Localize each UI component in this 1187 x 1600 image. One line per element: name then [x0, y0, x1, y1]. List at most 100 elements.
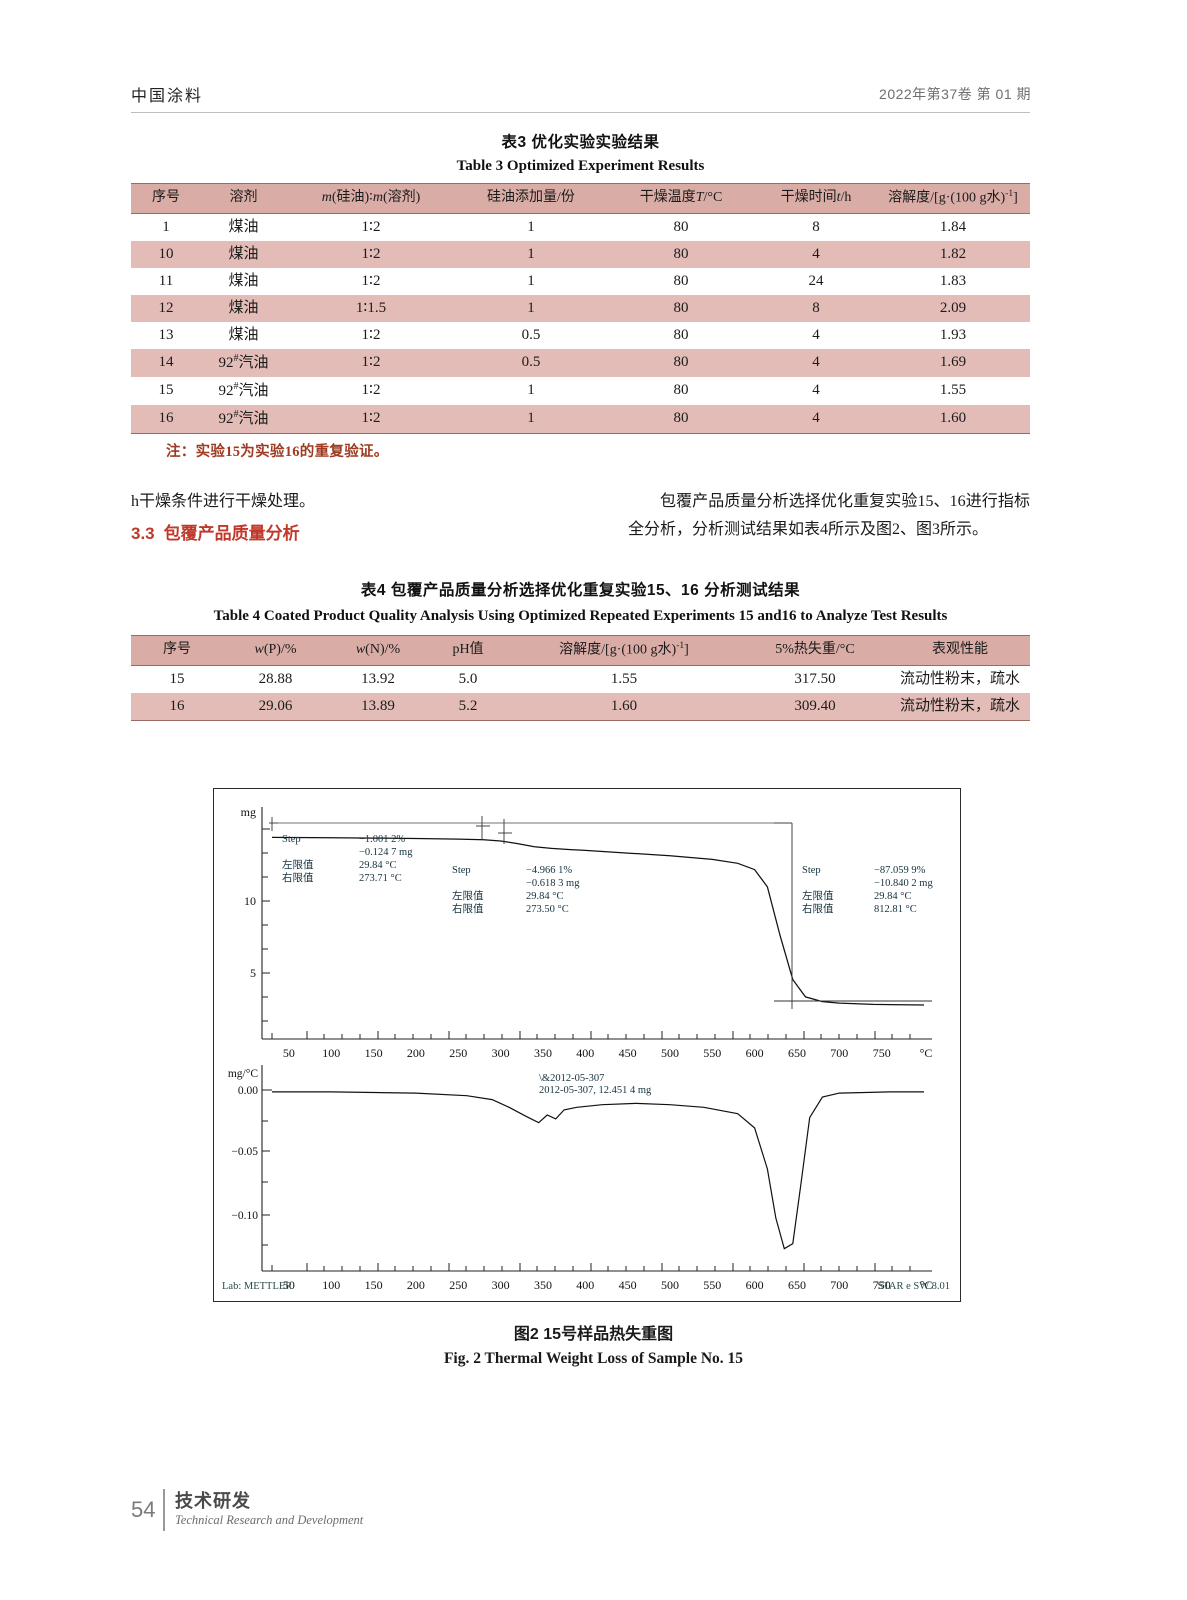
tg-curve [271, 836, 925, 1006]
step-annotation-1: Step −1.001 2% −0.124 7 mg 左限值 29.84 °C … [282, 834, 413, 884]
step3-title: Step [802, 865, 821, 876]
right-paragraph: 包覆产品质量分析选择优化重复实验15、16进行指标全分析，分析测试结果如表4所示… [628, 493, 1030, 538]
x-tick-label: 600 [746, 1278, 764, 1292]
table4-col-2: w(N)/% [355, 641, 401, 657]
step3-right-label: 右限值 [802, 902, 834, 915]
table-cell: 1.82 [939, 245, 967, 262]
step1-left-value: 29.84 °C [359, 860, 396, 871]
section-number: 3.3 [131, 524, 155, 543]
x-tick-label: 300 [492, 1278, 510, 1292]
table3-col-2: m(硅油)∶m(溶剂) [321, 189, 421, 205]
step2-left-value: 29.84 °C [526, 891, 563, 902]
dtg-ytick-minus010: −0.10 [231, 1210, 258, 1222]
table-row: 10 煤油 1∶2 1 80 4 1.82 [131, 240, 1030, 268]
step3-right-value: 812.81 °C [874, 904, 917, 915]
step2-left-label: 左限值 [452, 889, 484, 902]
table-cell: 8 [812, 218, 820, 235]
table-cell: 8 [812, 299, 820, 316]
table-cell: 煤油 [228, 218, 259, 235]
table-cell: 11 [158, 272, 174, 289]
dtg-ytick-minus005: −0.05 [231, 1146, 258, 1158]
table-cell: 流动性粉末，疏水 [899, 670, 1020, 687]
x-tick-label: 750 [873, 1046, 891, 1060]
table-cell: 13 [158, 326, 174, 343]
table-cell: 0.5 [521, 326, 541, 343]
x-tick-label: 150 [365, 1046, 383, 1060]
step1-right-value: 273.71 °C [359, 873, 402, 884]
table-row: 16 29.06 13.89 5.2 1.60 309.40 流动性粉末，疏水 [131, 692, 1030, 721]
table4-header-row: 序号 w(P)/% w(N)/% pH值 溶解度/[g·(100 g水)-1] … [131, 635, 1030, 666]
table-row: 1 煤油 1∶2 1 80 8 1.84 [131, 213, 1030, 241]
table-cell: 92#汽油 [218, 408, 269, 427]
header-divider [131, 112, 1030, 113]
left-column: h干燥条件进行干燥处理。 3.3 包覆产品质量分析 [131, 488, 561, 548]
figure-caption: 图2 15号样品热失重图 Fig. 2 Thermal Weight Loss … [0, 1320, 1187, 1368]
lab-label: Lab: METTLER [222, 1281, 292, 1292]
table-cell: 80 [673, 218, 689, 235]
x-tick-label: 200 [407, 1046, 425, 1060]
step1-left-label: 左限值 [282, 858, 314, 871]
table-cell: 1∶1.5 [355, 299, 387, 316]
table-cell: 1.69 [939, 354, 967, 371]
table3-col-1: 溶剂 [229, 189, 258, 205]
footer-label-cn: 技术研发 [175, 1491, 251, 1511]
table-cell: 10 [158, 245, 174, 262]
step2-right-label: 右限值 [452, 902, 484, 915]
table-cell: 1∶2 [361, 245, 381, 262]
table-cell: 14 [158, 354, 174, 371]
page-footer: 54 技术研发 Technical Research and Developme… [131, 1487, 531, 1535]
dtg-ytick-000: 0.00 [238, 1085, 258, 1097]
table-cell: 煤油 [228, 272, 259, 289]
step2-percent: −4.966 1% [526, 865, 572, 876]
table4-col-3: pH值 [452, 641, 484, 657]
x-tick-label: 500 [661, 1278, 679, 1292]
table-cell: 80 [673, 272, 689, 289]
x-tick-label: 500 [661, 1046, 679, 1060]
table-cell: 1∶2 [361, 382, 381, 399]
table-cell: 13.89 [361, 697, 395, 714]
table-cell: 1.83 [939, 272, 967, 289]
table-cell: 4 [812, 410, 820, 427]
table-cell: 煤油 [228, 245, 259, 262]
footer-divider [163, 1489, 165, 1531]
table-cell: 13.92 [361, 670, 395, 687]
table3-note: 注：实验15为实验16的重复验证。 [166, 444, 389, 460]
x-tick-label: 700 [830, 1278, 848, 1292]
table-cell: 317.50 [794, 670, 836, 687]
table3-col-4: 干燥温度T/°C [639, 189, 723, 205]
footer-label-en: Technical Research and Development [175, 1513, 364, 1527]
table-cell: 80 [673, 245, 689, 262]
table-cell: 309.40 [794, 697, 836, 714]
table-cell: 16 [158, 410, 174, 427]
table3-col-5: 干燥时间t/h [780, 189, 852, 205]
figure-caption-en: Fig. 2 Thermal Weight Loss of Sample No.… [443, 1350, 744, 1367]
table-cell: 1 [162, 218, 170, 235]
step3-mass: −10.840 2 mg [874, 878, 933, 889]
step3-percent: −87.059 9% [874, 865, 926, 876]
table-cell: 5.2 [458, 697, 478, 714]
table-cell: 1∶2 [361, 354, 381, 371]
x-tick-label: 750 [873, 1278, 891, 1292]
step1-mass: −0.124 7 mg [359, 847, 413, 858]
x-tick-label: 300 [492, 1046, 510, 1060]
table-cell: 0.5 [521, 354, 541, 371]
table-cell: 1 [527, 410, 535, 427]
x-tick-label: 200 [407, 1278, 425, 1292]
table-cell: 28.88 [258, 670, 293, 687]
table4-col-6: 表观性能 [932, 641, 988, 657]
step1-right-label: 右限值 [282, 871, 314, 884]
table-cell: 80 [673, 410, 689, 427]
table3: 序号 溶剂 m(硅油)∶m(溶剂) 硅油添加量/份 干燥温度T/°C 干燥时间t… [131, 183, 1030, 434]
table4-body: 15 28.88 13.92 5.0 1.55 317.50 流动性粉末，疏水 16 29.06… [131, 665, 1030, 721]
table-cell: 1 [527, 382, 535, 399]
x-tick-label: 250 [449, 1046, 467, 1060]
table4-col-1: w(P)/% [254, 641, 297, 657]
table-cell: 1∶2 [361, 326, 381, 343]
table-cell: 1.60 [610, 697, 638, 714]
table-cell: 24 [808, 272, 824, 289]
x-tick-label: 650 [788, 1046, 806, 1060]
step1-percent: −1.001 2% [359, 834, 405, 845]
table-cell: 80 [673, 382, 689, 399]
table-cell: 1 [527, 245, 535, 262]
table3-col-6: 溶解度/[g·(100 g水)-1] [888, 189, 1018, 206]
